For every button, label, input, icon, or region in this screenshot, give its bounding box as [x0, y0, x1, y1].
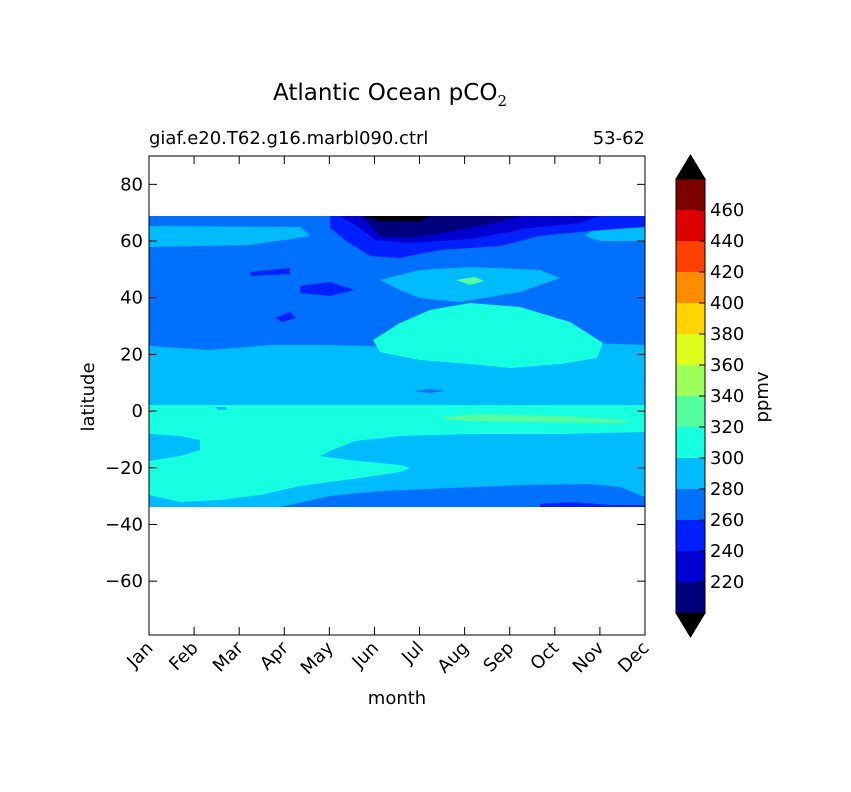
colorbar-tick-label: 340 [710, 386, 744, 407]
contour-320-blob [456, 277, 484, 285]
contour-field [149, 216, 645, 507]
x-tick-label: Jul [397, 638, 428, 669]
contour-260-a [300, 282, 355, 296]
colorbar-tick-label: 460 [710, 200, 744, 221]
colorbar-tick-label: 280 [710, 479, 744, 500]
colorbar-under-triangle [675, 612, 706, 638]
contour-220-north [360, 216, 520, 238]
y-axis-label: latitude [78, 362, 99, 431]
contour-280-south [280, 484, 645, 507]
subtitle-right: 53-62 [593, 128, 645, 149]
colorbar-segment [676, 303, 705, 334]
x-tick-label: Jun [348, 638, 383, 673]
colorbar: 220 240 260 280 300 320 340 360 380 400 420 440 460 [675, 154, 744, 638]
contour-notch [215, 407, 228, 410]
x-tick-label: Dec [614, 638, 653, 677]
x-tick-label: Apr [256, 637, 293, 674]
contour-300-north [149, 226, 310, 247]
x-tick-label: Feb [165, 638, 202, 675]
colorbar-tick-label: 300 [710, 448, 744, 469]
colorbar-segment [676, 241, 705, 272]
subtitle-left: giaf.e20.T62.g16.marbl090.ctrl [149, 128, 428, 149]
contour-340-eq [442, 414, 630, 423]
y-tick-label: 20 [120, 344, 143, 365]
colorbar-segment [676, 210, 705, 241]
colorbar-segment [676, 582, 705, 613]
y-tick-label: 80 [120, 174, 143, 195]
x-tick-label: Nov [569, 637, 609, 677]
x-tick-label: Mar [209, 637, 248, 676]
x-tick-label: Oct [526, 638, 563, 675]
colorbar-tick-label: 380 [710, 324, 744, 345]
colorbar-tick-label: 360 [710, 355, 744, 376]
colorbar-tick-label: 240 [710, 541, 744, 562]
y-tick-label: 40 [120, 288, 143, 309]
y-tick-label: −40 [105, 514, 143, 535]
contour-260-c [250, 268, 290, 276]
y-axis: 80 60 40 20 0 −20 −40 −60 [105, 174, 645, 592]
colorbar-segment [676, 396, 705, 427]
colorbar-segment [676, 365, 705, 396]
contour-260-b [275, 312, 296, 322]
contour-260-eq [414, 389, 445, 393]
colorbar-tick-label: 220 [710, 572, 744, 593]
x-tick-label: May [297, 637, 338, 678]
chart-title: Atlantic Ocean pCO2 [273, 80, 507, 110]
colorbar-tick-label: 400 [710, 293, 744, 314]
colorbar-segment [676, 551, 705, 582]
contour-200-north [365, 216, 430, 221]
x-tick-label: Aug [433, 638, 473, 678]
colorbar-tick-label: 440 [710, 231, 744, 252]
plot-frame [148, 155, 646, 636]
colorbar-segment [676, 427, 705, 458]
colorbar-tick-label: 420 [710, 262, 744, 283]
contour-320-mid [373, 303, 603, 368]
x-tick-label: Sep [479, 638, 518, 677]
colorbar-tick-label: 320 [710, 417, 744, 438]
x-tick-label: Jan [122, 638, 157, 673]
y-tick-label: 0 [132, 401, 143, 422]
colorbar-segment [676, 520, 705, 551]
contour-260-south [540, 502, 645, 507]
y-tick-label: −20 [105, 458, 143, 479]
contour-320-eq [149, 405, 645, 502]
colorbar-segment [676, 179, 705, 210]
y-tick-label: −60 [105, 571, 143, 592]
colorbar-segment [676, 458, 705, 489]
colorbar-segment [676, 489, 705, 520]
colorbar-tick-label: 260 [710, 510, 744, 531]
colorbar-label: ppmv [752, 371, 773, 422]
colorbar-segment [676, 334, 705, 365]
colorbar-over-triangle [675, 154, 706, 180]
y-tick-label: 60 [120, 231, 143, 252]
x-axis-label: month [368, 688, 426, 709]
colorbar-segment [676, 272, 705, 303]
